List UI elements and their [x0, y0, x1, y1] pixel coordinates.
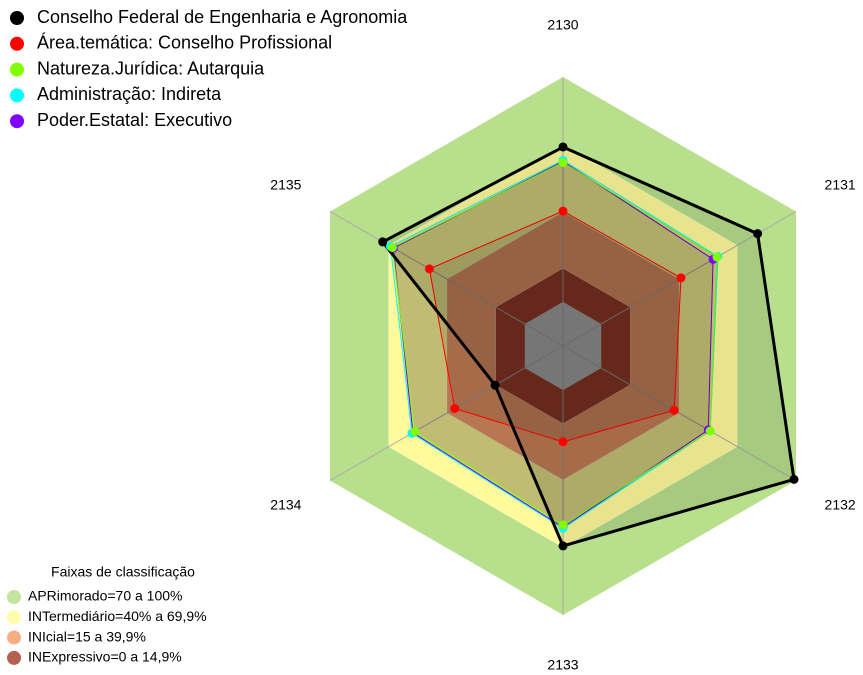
legend-label: Administração: Indireta [37, 84, 222, 104]
series-point [753, 229, 763, 239]
band-legend-label: INTermediário=40% a 69,9% [28, 608, 207, 624]
axis-line [562, 345, 797, 481]
band-legend-marker [7, 610, 21, 625]
series-point [410, 427, 420, 437]
band [495, 268, 631, 424]
series-point [789, 474, 799, 484]
axis-label: 2130 [547, 17, 578, 33]
band-legend-marker [7, 650, 21, 665]
legend-marker [10, 62, 24, 77]
band-legend-title: Faixas de classificação [51, 564, 195, 580]
legend-label: Poder.Estatal: Executivo [37, 110, 232, 130]
legend-marker [10, 11, 24, 25]
legend-label: Área.temática: Conselho Profissional [37, 33, 332, 53]
axis-label: 2135 [270, 177, 301, 193]
band [330, 77, 796, 615]
legend-label: Natureza.Jurídica: Autarquia [37, 58, 265, 78]
series-point [558, 541, 568, 551]
legend-marker [10, 114, 24, 129]
series-point [378, 237, 388, 247]
series-point [669, 405, 679, 415]
band-legend-label: APRimorado=70 a 100% [28, 588, 183, 604]
band-legend-label: INExpressivo=0 a 14,9% [28, 649, 182, 665]
series-point [387, 243, 397, 252]
axis-label: 2131 [825, 177, 856, 193]
series-point [424, 264, 434, 274]
series-point [558, 158, 568, 167]
series-point [558, 206, 568, 216]
series-point [558, 142, 568, 152]
axis-line [329, 211, 564, 347]
series-point [490, 380, 500, 390]
legend-label: Conselho Federal de Engenharia e Agronom… [37, 7, 408, 27]
band-legend-label: INIcial=15 a 39,9% [28, 628, 146, 644]
legend-marker [10, 88, 24, 103]
series-point [558, 437, 568, 447]
axis-label: 2134 [270, 497, 301, 513]
band [388, 144, 738, 548]
band-legend-marker [7, 590, 21, 604]
band-legend-marker [7, 630, 21, 645]
series-point [705, 426, 715, 436]
series-point [450, 404, 460, 413]
axis-line [329, 345, 564, 481]
series-point [676, 273, 686, 283]
legend-marker [10, 36, 24, 51]
band [447, 212, 679, 480]
axis-label: 2133 [547, 657, 578, 673]
series-point [558, 520, 568, 530]
axis-label: 2132 [825, 497, 856, 513]
series-point [712, 252, 722, 262]
